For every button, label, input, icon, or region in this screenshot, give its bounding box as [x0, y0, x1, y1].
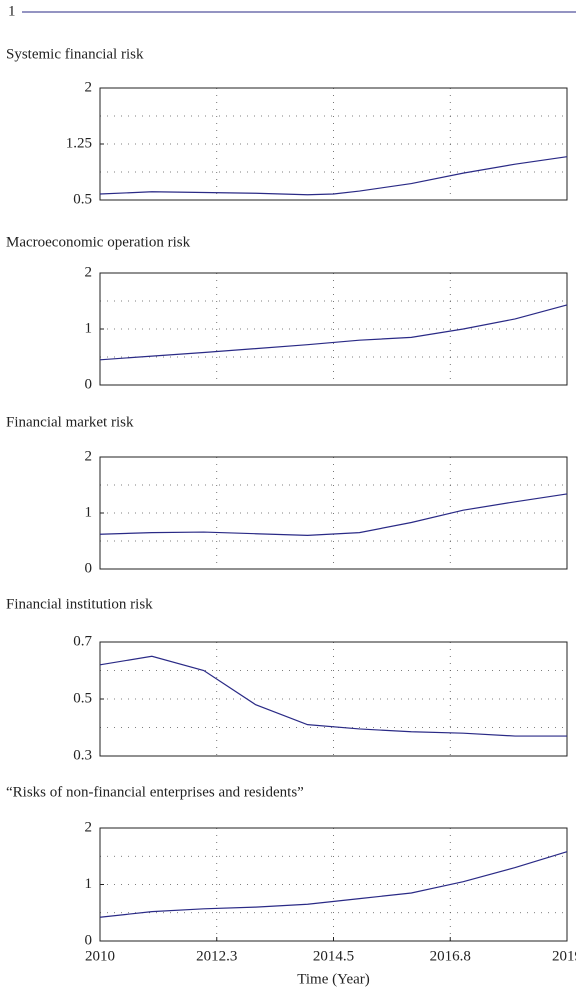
panel-title: Systemic financial risk [6, 46, 144, 62]
y-tick-label: 2 [85, 79, 93, 95]
series-line [99, 851, 568, 918]
plot-frame [99, 456, 568, 570]
series-line [99, 156, 568, 196]
series-line [99, 655, 567, 737]
y-tick-label: 2 [85, 264, 93, 280]
y-tick-label: 1 [85, 876, 93, 892]
y-tick-label: 0.5 [73, 690, 92, 706]
panel-title: Financial institution risk [6, 596, 153, 612]
plot-frame [99, 827, 568, 942]
panel-title: Macroeconomic operation risk [6, 234, 191, 250]
panel-title: Financial market risk [6, 414, 134, 430]
y-tick-label: 2 [85, 448, 93, 464]
plot-frame [99, 272, 568, 386]
y-tick-label: 0 [85, 560, 93, 576]
y-tick-label: 1 [85, 320, 93, 336]
y-tick-label: 1.25 [66, 135, 92, 151]
x-tick-label: 2012.3 [196, 948, 237, 964]
y-tick-label: 1 [85, 504, 93, 520]
y-tick-label: 0.5 [73, 191, 92, 207]
panel-title: “Risks of non-financial enterprises and … [6, 784, 304, 800]
legend-label: 1 [8, 3, 16, 19]
series-line [99, 304, 568, 361]
plot-frame [99, 641, 568, 757]
y-tick-label: 0.3 [73, 747, 92, 763]
x-tick-label: 2016.8 [430, 948, 471, 964]
x-tick-label: 2010 [85, 948, 115, 964]
x-tick-label: 2019 [552, 948, 576, 964]
x-axis-label: Time (Year) [297, 971, 370, 987]
x-tick-label: 2014.5 [313, 948, 354, 964]
y-tick-label: 0 [85, 932, 93, 948]
y-tick-label: 0.7 [73, 633, 92, 649]
y-tick-label: 2 [85, 819, 93, 835]
series-line [99, 493, 568, 537]
y-tick-label: 0 [85, 376, 93, 392]
plot-frame [99, 87, 568, 201]
